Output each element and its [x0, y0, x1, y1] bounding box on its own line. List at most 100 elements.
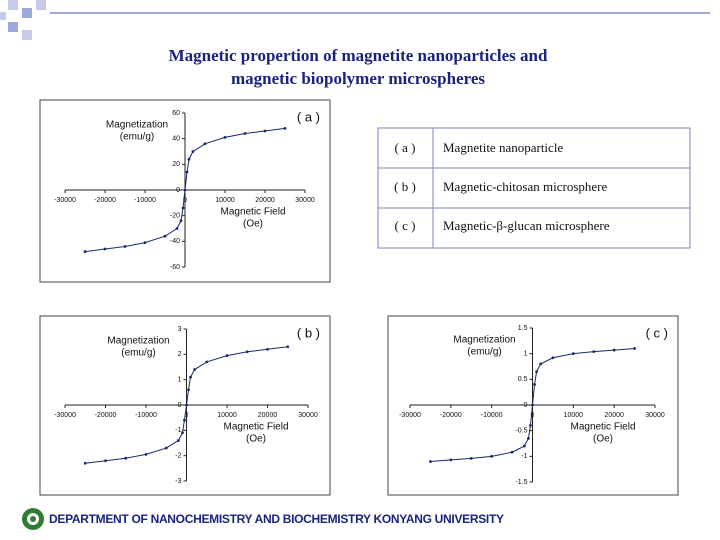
x-tick-label: 20000: [255, 197, 275, 204]
data-point: [191, 150, 195, 153]
x-tick-label: 30000: [295, 197, 315, 204]
y-tick-label: 20: [172, 161, 180, 168]
x-tick-label: 10000: [564, 412, 584, 419]
x-tick-label: -10000: [135, 412, 157, 419]
y-axis-label: (emu/g): [120, 132, 154, 143]
data-point: [104, 459, 107, 463]
data-point: [183, 418, 186, 422]
x-tick-label: -20000: [95, 412, 117, 419]
chart-label: ( a ): [297, 109, 320, 124]
data-point: [510, 450, 514, 454]
y-tick-label: -1.5: [515, 479, 527, 486]
data-point: [223, 135, 227, 139]
data-point: [187, 388, 190, 392]
y-axis-label: (emu/g): [121, 348, 155, 359]
data-point: [181, 431, 184, 435]
chart: -30000 -20000 -10000 0 10000 20000 30000 -1.5 -1…: [387, 315, 679, 496]
y-axis-label: Magnetization: [106, 120, 168, 131]
data-point: [143, 241, 147, 245]
y-tick-label: -40: [170, 238, 180, 245]
x-axis-label: (Oe): [243, 219, 263, 230]
decoration: [0, 0, 710, 40]
x-tick-label: 0: [185, 412, 189, 419]
y-tick-label: -2: [175, 453, 181, 460]
data-point: [449, 458, 453, 462]
data-point: [490, 454, 494, 458]
chart-label: ( c ): [646, 325, 668, 340]
y-tick-label: 40: [172, 136, 180, 143]
y-tick-label: -1: [175, 427, 181, 434]
data-point: [429, 460, 432, 463]
data-point: [177, 439, 180, 442]
data-point: [539, 362, 543, 366]
data-point: [263, 129, 267, 133]
data-point: [286, 345, 290, 349]
data-point: [189, 375, 192, 379]
data-point: [187, 157, 191, 161]
data-point: [175, 227, 179, 230]
chart: -30000 -20000 -10000 0 10000 20000 30000 -3 -2 -1…: [39, 315, 331, 496]
y-tick-label: 1: [524, 351, 528, 358]
data-point: [533, 383, 536, 386]
y-tick-label: 60: [172, 110, 180, 117]
x-tick-label: 20000: [258, 412, 278, 419]
data-point: [83, 250, 87, 254]
data-point: [531, 403, 534, 407]
data-point: [144, 453, 148, 456]
title-line: magnetic biopolymer microspheres: [231, 69, 485, 88]
data-point: [205, 360, 209, 364]
x-tick-label: 0: [183, 197, 187, 204]
data-point: [522, 444, 526, 448]
chart-label: ( b ): [297, 325, 320, 340]
y-tick-label: -0.5: [515, 428, 527, 435]
y-axis-label: Magnetization: [107, 336, 169, 347]
data-point: [124, 456, 128, 460]
table-cell: ( c ): [395, 218, 416, 233]
table-cell: ( a ): [395, 140, 416, 155]
data-point: [592, 350, 596, 354]
data-point: [283, 126, 287, 130]
y-axis-label: Magnetization: [453, 335, 515, 346]
x-tick-label: -30000: [399, 412, 421, 419]
y-tick-label: -60: [170, 264, 180, 271]
data-point: [103, 247, 107, 251]
y-tick-label: -20: [170, 213, 180, 220]
legend-table: ( a ) Magnetite nanoparticle ( b ) Magne…: [377, 127, 691, 249]
data-point: [225, 354, 229, 357]
y-axis-label: (emu/g): [467, 347, 501, 358]
data-point: [612, 348, 616, 352]
table-cell: ( b ): [394, 179, 416, 194]
title-line: Magnetic propertion of magnetite nanopar…: [169, 46, 548, 65]
data-point: [551, 356, 555, 360]
data-point: [527, 436, 530, 440]
data-point: [469, 456, 473, 460]
x-axis-label: Magnetic Field: [223, 422, 288, 433]
y-tick-label: 0: [178, 402, 182, 409]
y-tick-label: -3: [175, 478, 181, 485]
x-axis-label: Magnetic Field: [570, 422, 635, 433]
data-point: [83, 461, 87, 465]
chart: -30000 -20000 -10000 0 10000 20000 30000 -60 -40…: [39, 99, 331, 283]
x-tick-label: 10000: [217, 412, 237, 419]
data-point: [245, 350, 249, 354]
footer: DEPARTMENT OF NANOCHEMISTRY AND BIOCHEMI…: [49, 512, 504, 526]
data-point: [181, 206, 185, 210]
data-point: [203, 142, 207, 146]
data-point: [571, 352, 575, 356]
data-point: [164, 446, 168, 450]
y-tick-label: 0.5: [518, 376, 528, 383]
data-point: [179, 219, 183, 223]
x-tick-label: 20000: [604, 412, 624, 419]
x-tick-label: 0: [531, 412, 535, 419]
data-point: [535, 370, 538, 374]
x-tick-label: -30000: [54, 412, 76, 419]
table-cell: Magnetic-β-glucan microsphere: [443, 218, 610, 233]
table-cell: Magnetite nanoparticle: [443, 140, 563, 155]
data-point: [185, 403, 188, 407]
y-tick-label: -1: [521, 453, 527, 460]
y-tick-label: 1: [178, 377, 182, 384]
y-tick-label: 0: [524, 402, 528, 409]
data-point: [193, 368, 197, 371]
data-point: [183, 188, 187, 192]
x-axis-label: (Oe): [246, 434, 266, 445]
